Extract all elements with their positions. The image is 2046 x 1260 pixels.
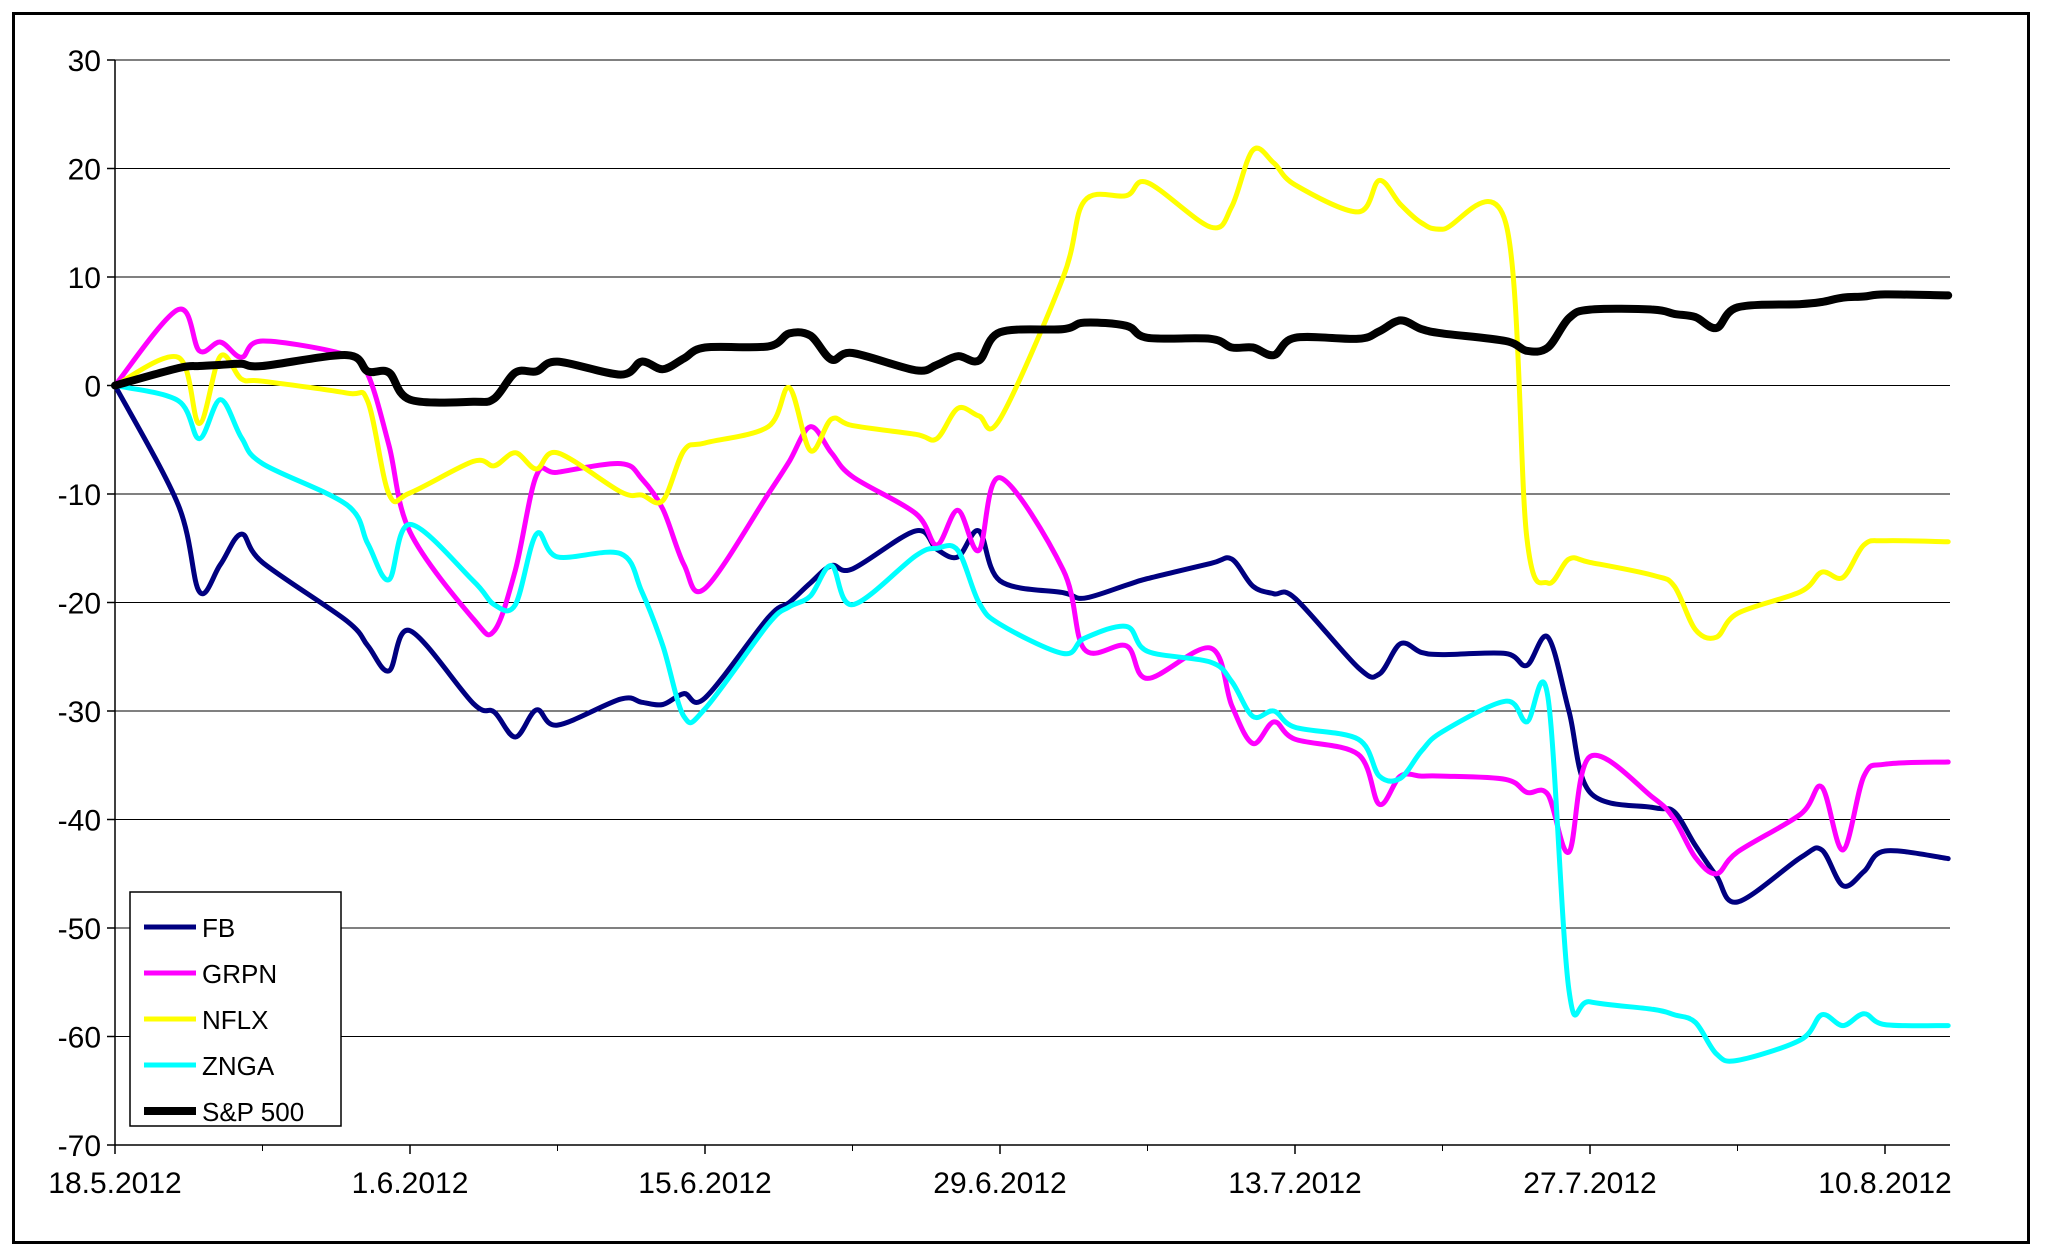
y-tick-label: 0 [84,371,101,404]
y-tick-label: -40 [58,805,101,838]
series-line-nflx [112,145,1951,641]
series-line-znga [112,383,1951,1064]
legend-label: GRPN [202,959,277,989]
y-tick-label: -50 [58,913,101,946]
x-tick-label: 10.8.2012 [1818,1167,1951,1200]
chart-frame: 30 20 10 0 -10 -20 -30 -40 -50 -60 -70 18.5.2012 1.6… [12,12,2030,1244]
y-tick-label: -10 [58,479,101,512]
y-tick-label: 20 [68,154,101,187]
legend-label: FB [202,913,235,943]
x-tick-label: 13.7.2012 [1228,1167,1361,1200]
x-tick-label: 18.5.2012 [48,1167,181,1200]
legend-label: ZNGA [202,1051,275,1081]
y-tick-label: -20 [58,588,101,621]
y-tick-label: -70 [58,1130,101,1163]
y-tick-label: 10 [68,262,101,295]
series-line-s-p-500 [111,290,1953,407]
legend-box [129,891,342,1127]
y-tick-label: -60 [58,1022,101,1055]
series-lines [111,145,1953,1064]
legend: FB GRPN NFLX ZNGA S&P 500 [129,891,342,1127]
line-chart: 30 20 10 0 -10 -20 -30 -40 -50 -60 -70 18.5.2012 1.6… [48,45,1953,1200]
y-tick-label: 30 [68,45,101,78]
series-line-fb [112,383,1951,905]
grid-lines [115,59,1950,1146]
axes: 30 20 10 0 -10 -20 -30 -40 -50 -60 -70 18.5.2012 1.6… [48,45,1951,1200]
legend-label: S&P 500 [202,1097,304,1127]
x-tick-label: 27.7.2012 [1523,1167,1656,1200]
x-tick-label: 15.6.2012 [638,1167,771,1200]
y-tick-label: -30 [58,696,101,729]
x-tick-label: 29.6.2012 [933,1167,1066,1200]
series-line-grpn [112,306,1951,877]
legend-label: NFLX [202,1005,268,1035]
x-tick-label: 1.6.2012 [352,1167,469,1200]
